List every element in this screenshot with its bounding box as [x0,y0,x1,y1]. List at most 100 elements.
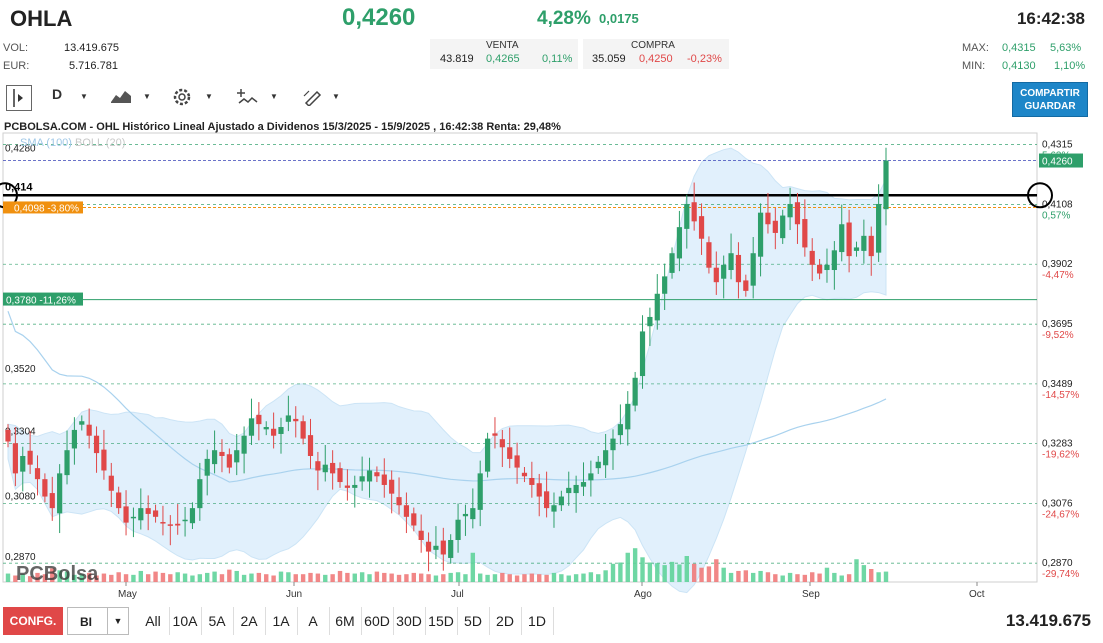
candle-body [603,450,609,466]
range-2a[interactable]: 2A [233,607,266,635]
volume-bar [109,574,114,582]
drawing-pencil-icon[interactable] [303,88,323,109]
candle-body [839,224,845,253]
candle-body [152,510,159,517]
candle-body [389,479,395,494]
compra-price: 0,4250 [639,53,673,65]
candle-body [691,202,697,222]
candle-body [204,458,210,476]
volume-bar [669,561,675,582]
candle-body [780,215,786,239]
volume-bar [854,559,859,582]
sell-box: VENTA 43.819 0,4265 0,11% [430,39,578,69]
volume-bar [795,574,800,582]
right-tick-pct: -19,62% [1042,450,1079,461]
orange-level-tag [3,201,83,214]
volume-bar [345,572,350,582]
volume-bar [728,572,734,582]
volume-bar [514,575,520,582]
volume-bar [382,572,387,582]
candle-body [625,403,631,430]
venta-pct: 0,11% [542,53,573,65]
left-level-label: 0,3080 [5,491,36,502]
share-save-button[interactable]: COMPARTIR GUARDAR [1012,82,1088,117]
volume-bar [323,574,328,582]
volume-bar [588,572,594,582]
candle-body [381,474,387,485]
candle-body [477,473,483,510]
chart-type-icon[interactable] [110,88,132,107]
period-selector[interactable]: D [52,86,62,102]
candle-body [20,455,26,472]
volume-bar [94,575,99,582]
candle-body [425,541,432,552]
volume-bar [736,570,741,582]
volume-bar [883,571,889,582]
candle-body [536,483,542,497]
volume-bar [581,573,586,582]
chevron-down-icon[interactable]: ▼ [270,92,278,101]
range-a[interactable]: A [297,607,330,635]
symbol-title: OHLA [10,6,73,31]
volume-bar [86,572,92,582]
right-tick-value: 0,3489 [1042,379,1073,390]
volume-bar [559,574,564,582]
price-chart[interactable]: 0,43155,63%0,41080,57%0,3902-4,47%0,3695… [0,118,1103,600]
range-15d[interactable]: 15D [425,607,458,635]
candle-body [57,473,63,514]
candle-body [698,216,705,239]
change-absolute: 0,0175 [599,11,639,26]
chevron-down-icon[interactable]: ▼ [332,92,340,101]
candle-body [492,433,498,436]
volume-bar [632,548,638,582]
candle-body [93,435,100,454]
volume-bar [573,574,579,582]
range-2d[interactable]: 2D [489,607,522,635]
candle-body [558,496,564,506]
range-5a[interactable]: 5A [201,607,234,635]
volume-bar [337,570,343,582]
candle-body [713,267,719,283]
candle-body [816,264,823,274]
left-level-label: 0,3304 [5,426,36,437]
range-1d[interactable]: 1D [521,607,554,635]
range-6m[interactable]: 6M [329,607,362,635]
indicator-legend: SMA (100) BOLL (20) [20,137,125,149]
chevron-down-icon[interactable]: ▼ [205,92,213,101]
volume-bar [824,567,830,582]
range-5d[interactable]: 5D [457,607,490,635]
scale-select[interactable]: BI ▼ [67,607,129,635]
volume-bar [300,574,306,582]
panel-toggle-icon[interactable] [6,85,32,111]
chevron-down-icon[interactable]: ▼ [80,92,88,101]
candle-body [374,472,380,477]
volume-bar [876,572,881,582]
range-10a[interactable]: 10A [169,607,202,635]
volume-bar [596,574,601,582]
settings-gear-icon[interactable] [171,86,193,111]
candle-body [750,253,756,286]
candle-body [315,461,321,471]
compra-label: COMPRA [631,40,675,51]
volume-bar [168,574,173,582]
x-tick-label: Jun [286,589,302,600]
chevron-down-icon[interactable]: ▼ [143,92,151,101]
max-value: 0,4315 [1002,42,1036,54]
volume-bar [537,574,542,582]
range-1a[interactable]: 1A [265,607,298,635]
range-all[interactable]: All [137,607,170,635]
volume-bar [72,574,77,582]
x-tick-label: Jul [451,589,464,600]
candle-body [300,421,306,439]
x-tick-label: Ago [634,589,652,600]
volume-bar [101,573,107,582]
candle-body [876,203,882,253]
config-button[interactable]: CONFG. [3,607,63,635]
range-30d[interactable]: 30D [393,607,426,635]
candle-body [728,253,734,271]
range-60d[interactable]: 60D [361,607,394,635]
indicators-icon[interactable] [237,88,259,109]
right-tick-value: 0,4108 [1042,200,1073,211]
candle-body [101,449,107,471]
volume-bar [160,572,166,582]
